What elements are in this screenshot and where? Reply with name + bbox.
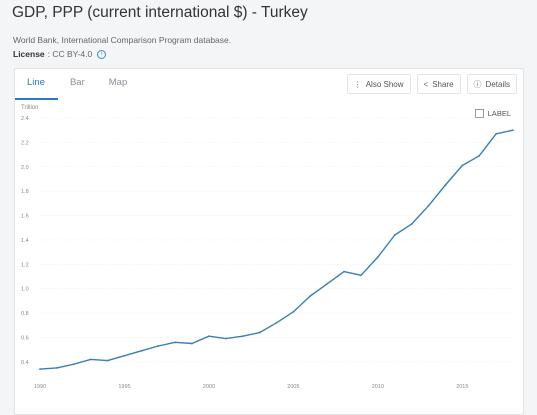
license-value: : CC BY-4.0: [47, 49, 93, 59]
data-point: [208, 335, 210, 338]
data-point: [123, 354, 126, 357]
x-tick-label: 2000: [203, 384, 215, 390]
data-point: [343, 270, 345, 273]
data-point: [393, 234, 396, 236]
data-point: [174, 341, 177, 344]
data-point: [376, 256, 379, 258]
x-tick-label: 2005: [287, 384, 299, 390]
also-show-label: Also Show: [365, 79, 404, 89]
data-point: [360, 274, 362, 277]
data-point: [106, 359, 109, 362]
share-icon: <: [423, 79, 429, 89]
details-label: Details: [485, 79, 510, 89]
y-tick-label: 2.2: [21, 140, 29, 146]
x-tick-label: 1990: [34, 384, 46, 390]
y-unit-label: Trillion: [21, 105, 39, 111]
data-point: [461, 164, 464, 167]
chart-card: Line Bar Map ⋮ Also Show < Share ⓘ Detai…: [14, 68, 524, 415]
details-button[interactable]: ⓘ Details: [466, 74, 517, 94]
data-point: [258, 331, 261, 334]
tab-line[interactable]: Line: [15, 69, 58, 100]
data-point: [140, 349, 143, 352]
data-point: [495, 132, 498, 135]
y-tick-label: 1.6: [21, 214, 29, 220]
data-point: [478, 154, 481, 157]
y-tick-label: 1.0: [21, 287, 29, 293]
series-line: [39, 129, 514, 370]
data-point: [326, 282, 329, 285]
data-point: [410, 223, 413, 225]
data-point: [512, 129, 514, 132]
x-tick-label: 1995: [118, 384, 130, 390]
page-title: GDP, PPP (current international $) - Tur…: [12, 4, 308, 21]
data-point: [224, 337, 227, 340]
data-point: [157, 345, 160, 347]
label-toggle-text: LABEL: [487, 109, 511, 118]
data-point: [241, 335, 244, 338]
data-point: [427, 204, 430, 207]
y-tick-label: 1.8: [21, 189, 29, 195]
data-point: [191, 342, 193, 345]
data-point: [292, 310, 295, 313]
data-point: [55, 367, 58, 369]
share-button[interactable]: < Share: [416, 74, 461, 94]
label-checkbox[interactable]: [474, 109, 484, 118]
y-tick-label: 2.0: [21, 165, 29, 171]
label-toggle[interactable]: LABEL: [474, 109, 511, 118]
info-icon[interactable]: i: [97, 49, 107, 59]
source-text: World Bank, International Comparison Pro…: [13, 35, 232, 45]
data-point: [309, 295, 312, 297]
data-point: [39, 368, 41, 371]
line-chart: 0.4 0.6 0.8 1.0 1.2 1.4 1.6 1.8 2.0 2.2 2.4 1990 199…: [21, 116, 514, 390]
y-tick-label: 1.4: [21, 238, 29, 244]
chart-actions: ⋮ Also Show < Share ⓘ Details: [346, 74, 517, 94]
license-row: License : CC BY-4.0 i: [13, 49, 107, 59]
vertical-dots-icon: ⋮: [353, 79, 362, 89]
x-tick-label: 2015: [456, 384, 468, 390]
data-point: [444, 184, 447, 186]
tab-bar[interactable]: Bar: [69, 77, 85, 88]
data-point: [89, 358, 92, 361]
chart-tabs: Line Bar Map: [15, 69, 139, 100]
data-point: [275, 321, 278, 324]
info-circle-icon: ⓘ: [473, 79, 482, 89]
y-tick-label: 1.2: [21, 262, 29, 268]
tab-map[interactable]: Map: [108, 77, 128, 88]
data-point: [72, 363, 75, 366]
also-show-button[interactable]: ⋮ Also Show: [346, 74, 411, 94]
y-tick-label: 0.6: [21, 335, 29, 341]
x-tick-label: 2010: [372, 384, 384, 390]
y-tick-label: 0.8: [21, 311, 29, 317]
license-label: License: [13, 49, 45, 59]
share-label: Share: [432, 79, 454, 89]
y-tick-label: 2.4: [21, 116, 29, 122]
y-tick-label: 0.4: [21, 360, 29, 366]
